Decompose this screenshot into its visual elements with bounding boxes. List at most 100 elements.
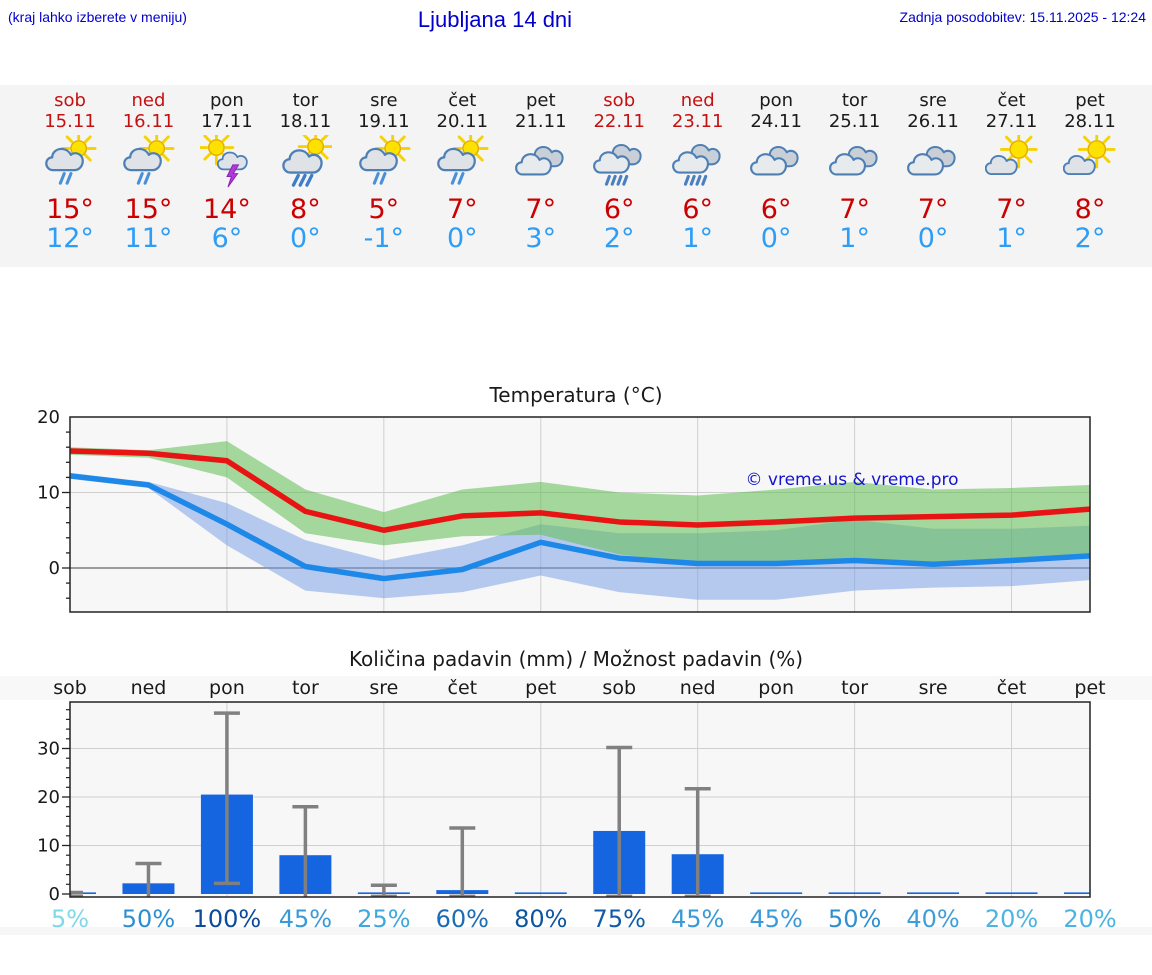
- precip-probability: 50%: [122, 905, 175, 933]
- day-column-22.11[interactable]: sob 22.11 6° 2°: [579, 85, 659, 253]
- day-column-20.11[interactable]: čet 20.11 7° 0°: [422, 85, 502, 253]
- day-column-27.11[interactable]: čet 27.11 7° 1°: [972, 85, 1052, 253]
- cloudy-icon: [750, 145, 799, 176]
- precip-probability: 45%: [671, 905, 724, 933]
- rain-icon: [593, 144, 642, 186]
- day-column-26.11[interactable]: sre 26.11 7° 0°: [893, 85, 973, 253]
- temperature-chart: 0 10 20 © vreme.us & vreme.pro: [37, 407, 1091, 613]
- high-temp: 8°: [1074, 194, 1106, 225]
- precip-day-label: pon: [209, 677, 245, 699]
- rain-sun-icon: [359, 130, 411, 185]
- precip-probability: 5%: [51, 905, 89, 933]
- precip-day-label: tor: [841, 677, 868, 699]
- day-column-25.11[interactable]: tor 25.11 7° 1°: [815, 85, 895, 253]
- day-name: tor: [841, 90, 868, 111]
- day-column-24.11[interactable]: pon 24.11 6° 0°: [736, 85, 816, 253]
- rain-sun-icon: [123, 130, 175, 185]
- precip-probability: 20%: [985, 905, 1038, 933]
- day-column-21.11[interactable]: pet 21.11 7° 3°: [501, 85, 581, 253]
- low-temp: 0°: [446, 223, 478, 254]
- day-name: sob: [603, 90, 636, 111]
- day-column-19.11[interactable]: sre 19.11 5° -1°: [344, 85, 424, 253]
- low-temp: 1°: [996, 223, 1027, 254]
- precip-bar: [514, 892, 567, 894]
- precip-probability: 25%: [357, 905, 410, 933]
- precip-day-label: čet: [448, 677, 478, 699]
- precipitation-chart: sob ned pon tor sre čet pet sob ned pon tor sre čet p…: [0, 676, 1152, 935]
- day-name: ned: [131, 90, 166, 111]
- day-column-18.11[interactable]: tor 18.11 8° 0°: [265, 85, 345, 253]
- precip-probability: 45%: [279, 905, 332, 933]
- precip-bar: [750, 892, 803, 894]
- cloudy-icon: [828, 145, 878, 176]
- precip-day-label: sre: [369, 677, 398, 699]
- day-name: čet: [448, 90, 477, 111]
- precip-day-label: sob: [602, 677, 636, 699]
- precip-probability: 50%: [828, 905, 881, 933]
- day-date: 24.11: [750, 111, 802, 132]
- precip-probability: 60%: [436, 905, 489, 933]
- high-temp: 8°: [290, 194, 321, 225]
- high-temp: 14°: [202, 194, 251, 225]
- low-temp: 2°: [1074, 223, 1106, 254]
- page-title: Ljubljana 14 dni: [417, 7, 573, 32]
- precip-day-label: sre: [919, 677, 948, 699]
- high-temp: 5°: [368, 194, 400, 225]
- day-name: sob: [54, 90, 86, 111]
- day-date: 21.11: [515, 111, 567, 132]
- rain-sun-icon: [437, 130, 489, 185]
- high-temp: 7°: [839, 194, 870, 225]
- precip-y-tick-label: 10: [37, 836, 60, 857]
- precip-bar: [1064, 892, 1090, 894]
- last-update-label: Zadnja posodobitev: 15.11.2025 - 12:24: [899, 9, 1146, 25]
- day-column-17.11[interactable]: pon 17.11 14° 6°: [187, 85, 267, 253]
- day-column-28.11[interactable]: pet 28.11 8° 2°: [1050, 85, 1130, 253]
- precipitation-chart-title: Količina padavin (mm) / Možnost padavin …: [348, 647, 804, 671]
- low-temp: 1°: [682, 223, 714, 254]
- sun-cloud-icon: [1062, 130, 1116, 175]
- precip-probability: 40%: [906, 905, 959, 933]
- low-temp: 6°: [211, 223, 243, 254]
- precip-y-tick-label: 20: [37, 787, 60, 808]
- max-temperature-line: [70, 448, 1090, 533]
- sun-cloud-icon: [984, 130, 1038, 175]
- low-temp: 11°: [124, 223, 173, 254]
- day-date: 28.11: [1064, 111, 1116, 132]
- menu-hint: (kraj lahko izberete v meniju): [8, 9, 187, 25]
- day-name: sre: [919, 90, 947, 111]
- temp-y-tick-label: 20: [37, 407, 60, 428]
- day-column-23.11[interactable]: ned 23.11 6° 1°: [658, 85, 738, 253]
- day-date: 17.11: [201, 111, 253, 132]
- precip-day-label: ned: [131, 677, 167, 699]
- day-name: sre: [370, 90, 398, 111]
- day-name: tor: [292, 90, 319, 111]
- high-temp: 15°: [124, 194, 173, 225]
- day-column-16.11[interactable]: ned 16.11 15° 11°: [108, 85, 188, 253]
- day-date: 20.11: [436, 111, 489, 132]
- low-temp: 1°: [839, 223, 870, 254]
- cloudy-icon: [907, 145, 956, 176]
- min-temperature-line: [70, 473, 1090, 582]
- heavyrain-sun-icon: [282, 128, 334, 187]
- day-date: 26.11: [907, 111, 959, 132]
- precip-bar: [985, 892, 1038, 894]
- day-column-15.11[interactable]: sob 15.11 15° 12°: [30, 85, 110, 253]
- high-temp: 7°: [917, 194, 949, 225]
- precip-day-label: tor: [292, 677, 319, 699]
- day-date: 27.11: [985, 111, 1038, 132]
- high-temp: 7°: [525, 194, 557, 225]
- low-temp: 2°: [603, 223, 635, 254]
- precip-bar: [907, 892, 960, 894]
- high-temp: 15°: [46, 194, 94, 225]
- low-temp: 0°: [760, 223, 792, 254]
- day-name: čet: [997, 90, 1026, 111]
- high-temp: 6°: [603, 194, 635, 225]
- high-temp: 6°: [760, 194, 792, 225]
- low-temp: 12°: [46, 223, 94, 254]
- day-date: 22.11: [593, 111, 645, 132]
- low-temp: -1°: [363, 223, 405, 254]
- day-date: 23.11: [671, 111, 724, 132]
- storm-sun-icon: [198, 129, 248, 188]
- precip-probability: 20%: [1063, 905, 1116, 933]
